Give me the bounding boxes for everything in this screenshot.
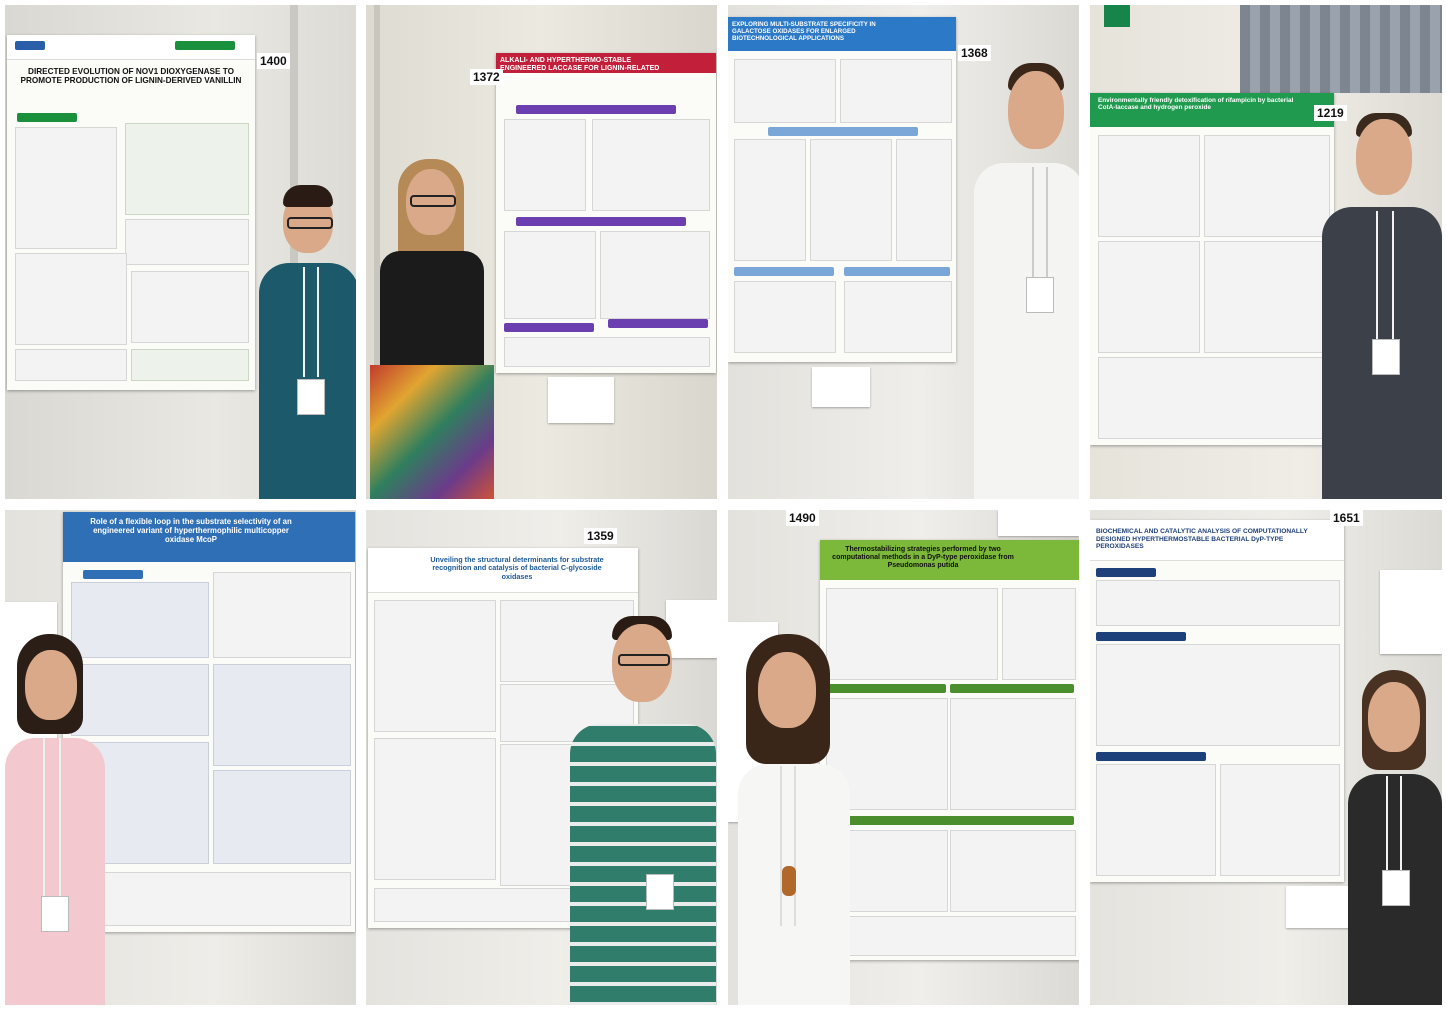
poster-number: 1400 [257, 53, 290, 69]
poster-title: DIRECTED EVOLUTION OF NOV1 DIOXYGENASE T… [20, 67, 242, 86]
poster: Environmentally friendly detoxification … [1090, 93, 1334, 445]
poster-number: 1490 [786, 510, 819, 526]
photo-tile-1: DIRECTED EVOLUTION OF NOV1 DIOXYGENASE T… [5, 5, 356, 499]
poster: Thermostabilizing strategies performed b… [820, 540, 1079, 960]
photo-tile-4: Environmentally friendly detoxification … [1090, 5, 1442, 499]
poster-number: 1368 [958, 45, 991, 61]
photo-tile-6: Unveiling the structural determinants fo… [366, 510, 717, 1005]
poster-number: 1219 [1314, 105, 1347, 121]
poster: DIRECTED EVOLUTION OF NOV1 DIOXYGENASE T… [7, 35, 255, 390]
photo-tile-3: EXPLORING MULTI-SUBSTRATE SPECIFICITY IN… [728, 5, 1079, 499]
presenter [728, 634, 858, 1005]
poster: Role of a flexible loop in the substrate… [63, 512, 355, 932]
poster-number: 1359 [584, 528, 617, 544]
poster: EXPLORING MULTI-SUBSTRATE SPECIFICITY IN… [728, 17, 956, 362]
poster-title: Role of a flexible loop in the substrate… [90, 517, 292, 544]
presenter [566, 616, 717, 1005]
presenter [245, 183, 356, 499]
presenter [5, 634, 115, 1005]
presenter [366, 155, 496, 499]
presenter [968, 63, 1079, 499]
presenter [1348, 670, 1442, 1005]
poster-title: BIOCHEMICAL AND CATALYTIC ANALYSIS OF CO… [1096, 528, 1308, 551]
poster: BIOCHEMICAL AND CATALYTIC ANALYSIS OF CO… [1090, 520, 1344, 882]
poster-title: EXPLORING MULTI-SUBSTRATE SPECIFICITY IN… [732, 21, 876, 43]
poster-title: ALKALI- AND HYPERTHERMO-STABLE ENGINEERE… [500, 57, 660, 81]
photo-tile-5: Role of a flexible loop in the substrate… [5, 510, 356, 1005]
poster-title: Unveiling the structural determinants fo… [430, 555, 604, 581]
poster: ALKALI- AND HYPERTHERMO-STABLE ENGINEERE… [496, 53, 716, 373]
photo-tile-2: ALKALI- AND HYPERTHERMO-STABLE ENGINEERE… [366, 5, 717, 499]
photo-tile-8: BIOCHEMICAL AND CATALYTIC ANALYSIS OF CO… [1090, 510, 1442, 1005]
poster-number: 1651 [1330, 510, 1363, 526]
poster-title: Environmentally friendly detoxification … [1098, 97, 1294, 112]
poster-title: Thermostabilizing strategies performed b… [832, 546, 1014, 570]
presenter [1310, 113, 1442, 499]
poster-number: 1372 [470, 69, 503, 85]
photo-tile-7: Thermostabilizing strategies performed b… [728, 510, 1079, 1005]
